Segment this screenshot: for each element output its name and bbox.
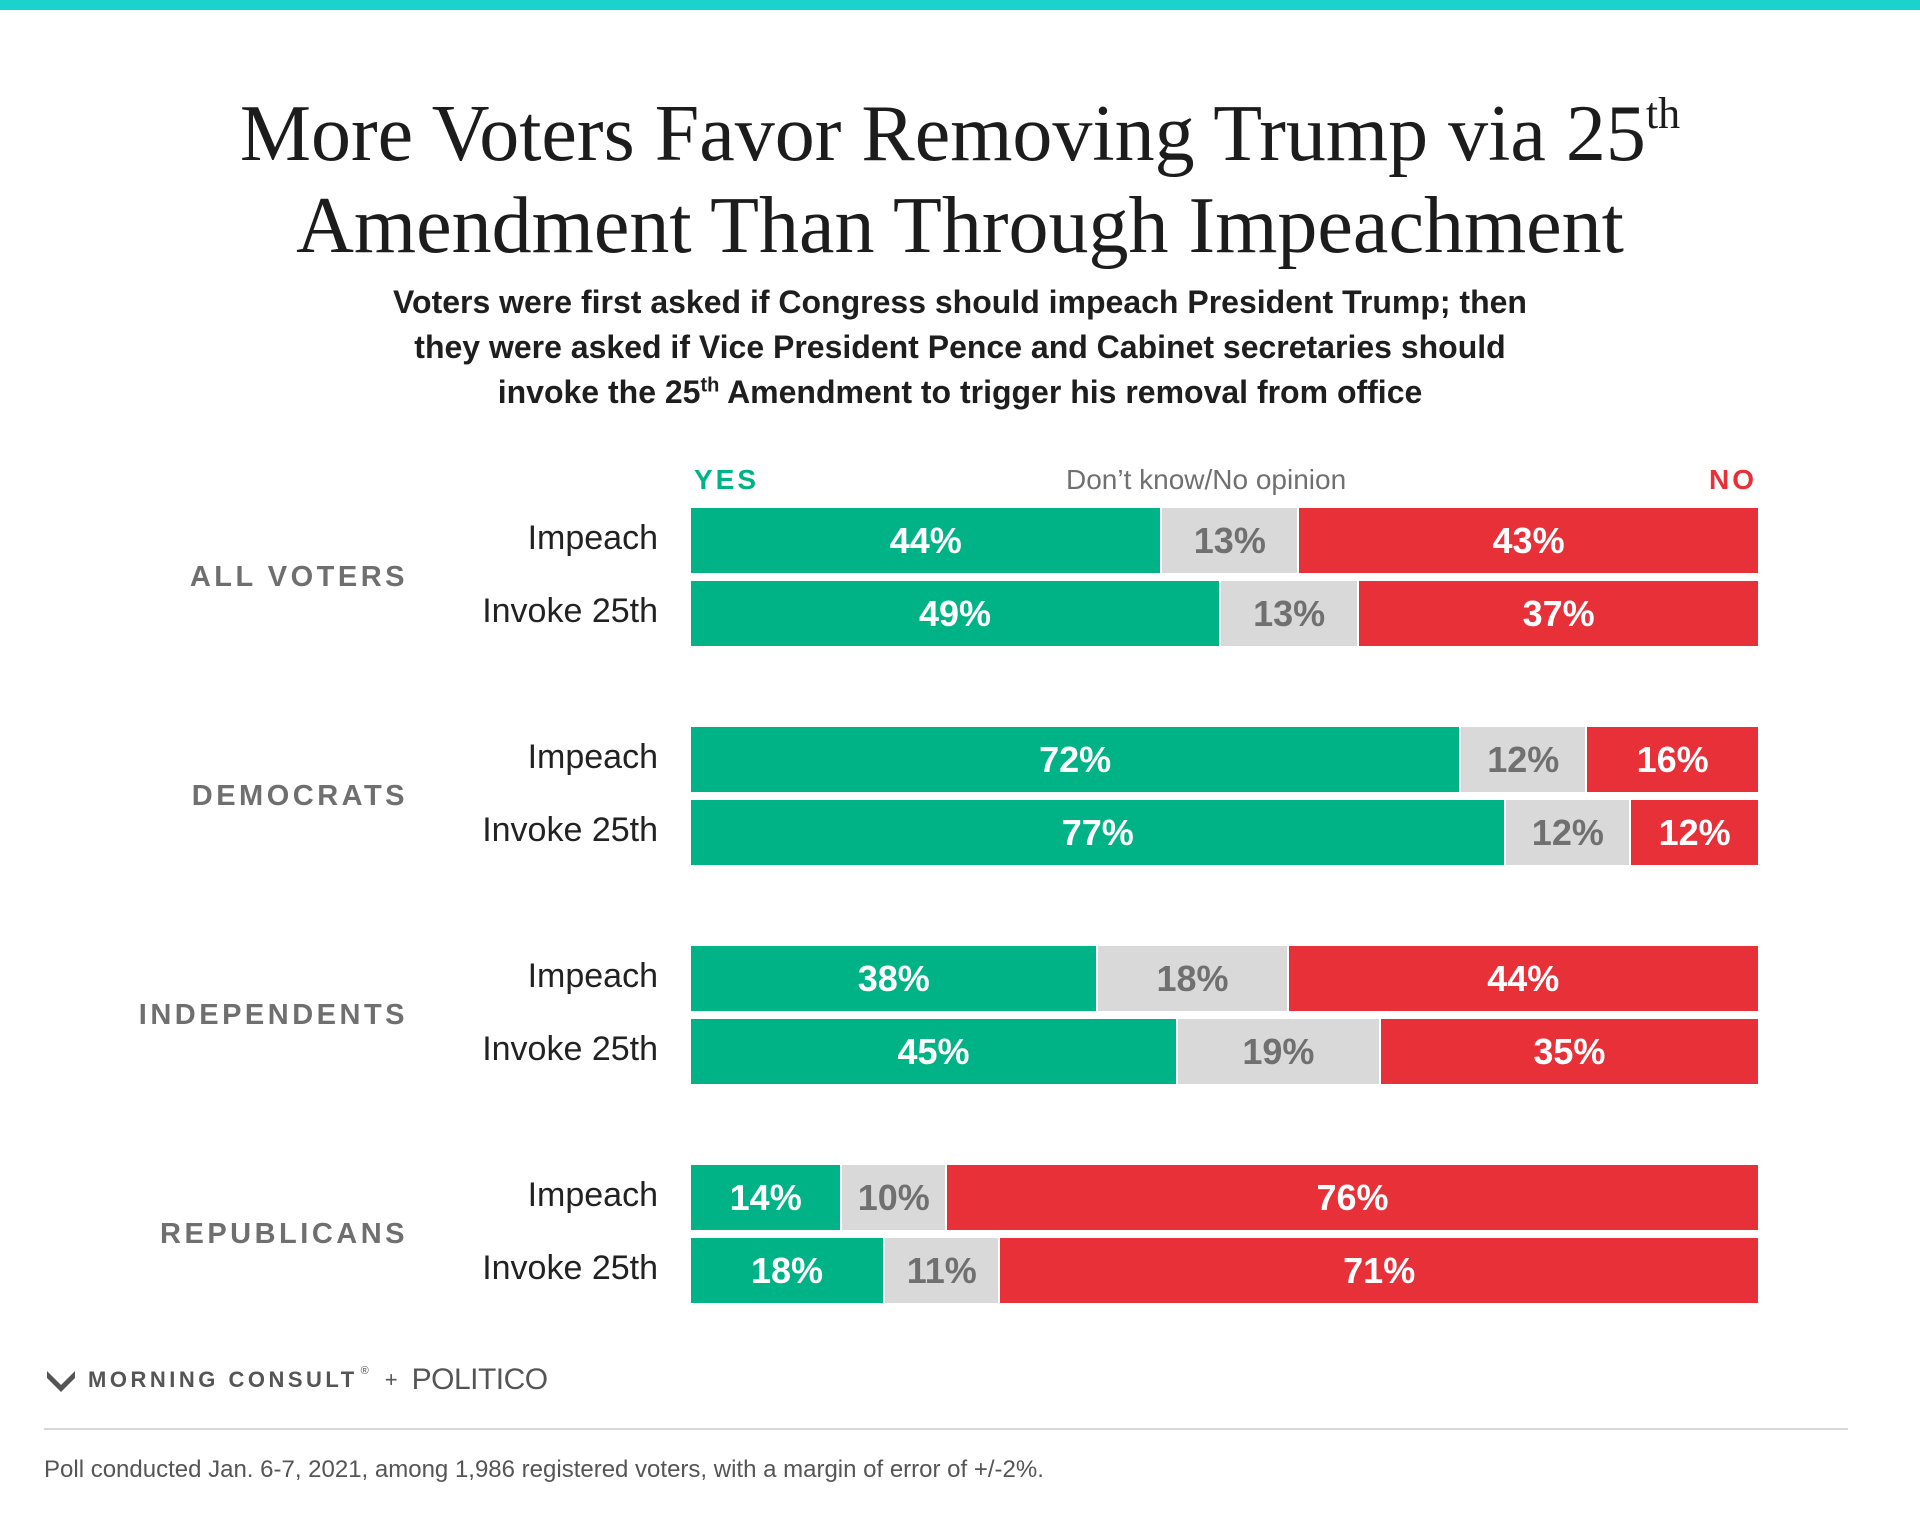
chart-title: More Voters Favor Removing Trump via 25t… <box>0 88 1920 272</box>
row-label: Invoke 25th <box>482 1030 658 1068</box>
data-label: 16% <box>1636 738 1709 780</box>
row-label: Impeach <box>527 738 658 776</box>
bar-segment-yes: 38% <box>691 946 1097 1011</box>
data-label: 18% <box>750 1249 824 1291</box>
data-label: 13% <box>1253 592 1326 634</box>
group-label: DEMOCRATS <box>191 780 408 812</box>
bar-segment-dk: 13% <box>1219 581 1360 646</box>
title-line-1: More Voters Favor Removing Trump via 25 <box>239 90 1646 178</box>
data-label: 35% <box>1533 1030 1606 1072</box>
bar-segment-dk: 19% <box>1176 1019 1381 1084</box>
logo-plus: + <box>384 1367 398 1392</box>
data-label: 43% <box>1492 519 1565 561</box>
title-line-2: Amendment Than Through Impeachment <box>296 182 1624 270</box>
bar-segment-yes: 49% <box>691 581 1220 646</box>
title-superscript: th <box>1645 89 1681 139</box>
morning-consult-logo-icon <box>47 1371 75 1392</box>
row-label: Impeach <box>527 957 658 995</box>
data-label: 44% <box>889 519 962 561</box>
subtitle-line-1: Voters were first asked if Congress shou… <box>393 284 1527 320</box>
data-label: 12% <box>1487 738 1560 780</box>
bar-segment-no: 71% <box>1000 1238 1758 1303</box>
bar-segment-no: 16% <box>1587 727 1758 792</box>
bar-segment-yes: 72% <box>691 727 1460 792</box>
footnote: Poll conducted Jan. 6-7, 2021, among 1,9… <box>44 1456 1044 1483</box>
bar-segment-yes: 44% <box>691 508 1161 573</box>
row-label: Impeach <box>527 519 658 557</box>
bar-row: 38% 18% 44% <box>691 946 1758 1011</box>
bar-segment-dk: 10% <box>840 1165 948 1230</box>
data-label: 11% <box>906 1249 977 1291</box>
data-label: 44% <box>1487 957 1560 999</box>
row-label: Invoke 25th <box>482 592 658 630</box>
bar-row: 49% 13% 37% <box>691 581 1758 646</box>
data-label: 71% <box>1343 1249 1416 1291</box>
bar-segment-no: 76% <box>947 1165 1758 1230</box>
bar-segment-yes: 14% <box>691 1165 841 1230</box>
bar-row: 77% 12% 12% <box>691 800 1758 865</box>
politico-wordmark: POLITICO <box>411 1363 549 1396</box>
data-label: 18% <box>1156 957 1229 999</box>
bar-segment-no: 35% <box>1380 1019 1758 1084</box>
top-accent-bar <box>0 0 1920 10</box>
bar-segment-dk: 18% <box>1096 946 1289 1011</box>
bar-segment-dk: 12% <box>1459 727 1588 792</box>
legend-yes: YES <box>694 464 760 495</box>
data-label: 10% <box>857 1176 930 1218</box>
bar-segment-dk: 12% <box>1504 800 1632 865</box>
data-label: 13% <box>1193 519 1266 561</box>
data-label: 76% <box>1316 1176 1389 1218</box>
bar-row: 72% 12% 16% <box>691 727 1758 792</box>
data-label: 77% <box>1061 811 1134 853</box>
bar-segment-no: 44% <box>1288 946 1758 1011</box>
bar-segment-yes: 45% <box>691 1019 1176 1084</box>
bar-segment-dk: 13% <box>1160 508 1300 573</box>
row-label: Invoke 25th <box>482 1249 658 1287</box>
chart-subtitle: Voters were first asked if Congress shou… <box>240 280 1680 415</box>
legend-no: NO <box>1709 464 1757 495</box>
data-label: 49% <box>919 592 992 634</box>
brand-logos: MORNING CONSULT ® + POLITICO <box>46 1363 548 1397</box>
data-label: 72% <box>1039 738 1112 780</box>
group-label: REPUBLICANS <box>160 1218 408 1250</box>
data-label: 14% <box>729 1176 802 1218</box>
row-label: Impeach <box>527 1176 658 1214</box>
registered-mark: ® <box>360 1365 369 1377</box>
bar-row: 14% 10% 76% <box>691 1165 1758 1230</box>
subtitle-line-3-end: Amendment to trigger his removal from of… <box>719 374 1423 410</box>
bar-row: 45% 19% 35% <box>691 1019 1758 1084</box>
group-label: ALL VOTERS <box>189 561 408 593</box>
footer-divider <box>44 1428 1848 1430</box>
data-label: 37% <box>1522 592 1595 634</box>
data-label: 19% <box>1242 1030 1315 1072</box>
data-label: 12% <box>1531 811 1604 853</box>
bar-row: 18% 11% 71% <box>691 1238 1758 1303</box>
subtitle-line-2: they were asked if Vice President Pence … <box>414 329 1506 365</box>
bar-segment-no: 37% <box>1359 581 1758 646</box>
group-label: INDEPENDENTS <box>138 999 408 1031</box>
bar-segment-dk: 11% <box>883 1238 1001 1303</box>
morning-consult-wordmark: MORNING CONSULT <box>88 1367 358 1392</box>
bar-row: 44% 13% 43% <box>691 508 1758 573</box>
bar-segment-yes: 18% <box>691 1238 884 1303</box>
subtitle-superscript: th <box>700 374 720 397</box>
data-label: 12% <box>1658 811 1731 853</box>
subtitle-line-3-start: invoke the 25 <box>497 374 701 410</box>
bar-segment-no: 43% <box>1299 508 1758 573</box>
bar-segment-yes: 77% <box>691 800 1505 865</box>
data-label: 45% <box>897 1030 970 1072</box>
data-label: 38% <box>857 957 930 999</box>
bar-segment-no: 12% <box>1631 800 1758 865</box>
legend-dont-know: Don’t know/No opinion <box>1066 464 1347 495</box>
row-label: Invoke 25th <box>482 811 658 849</box>
